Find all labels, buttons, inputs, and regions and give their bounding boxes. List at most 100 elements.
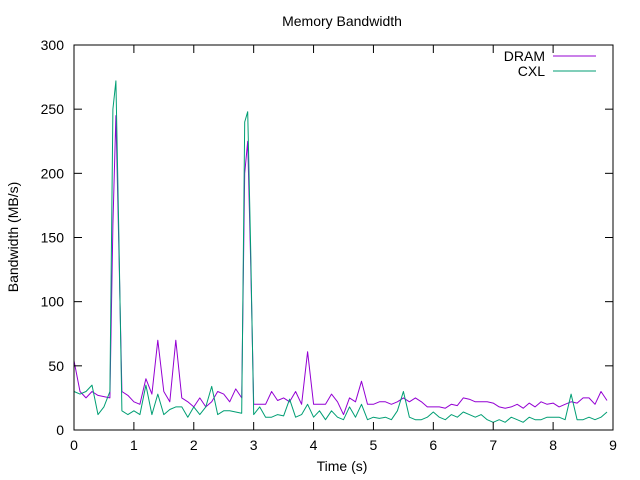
data-point-dram bbox=[397, 401, 398, 402]
data-point-cxl bbox=[379, 418, 380, 419]
data-point-dram bbox=[355, 401, 356, 402]
data-point-dram bbox=[595, 404, 596, 405]
data-point-dram bbox=[607, 400, 608, 401]
data-point-cxl bbox=[199, 414, 200, 415]
data-point-dram bbox=[547, 404, 548, 405]
data-point-cxl bbox=[301, 414, 302, 415]
data-point-cxl bbox=[247, 111, 248, 112]
data-point-dram bbox=[169, 401, 170, 402]
data-point-cxl bbox=[271, 417, 272, 418]
data-point-cxl bbox=[445, 419, 446, 420]
data-point-dram bbox=[559, 406, 560, 407]
x-tick-label: 8 bbox=[549, 437, 557, 453]
data-point-dram bbox=[337, 401, 338, 402]
data-point-cxl bbox=[571, 394, 572, 395]
data-point-cxl bbox=[331, 410, 332, 411]
data-point-cxl bbox=[499, 419, 500, 420]
data-point-dram bbox=[313, 404, 314, 405]
data-point-cxl bbox=[601, 417, 602, 418]
data-point-cxl bbox=[409, 417, 410, 418]
data-point-cxl bbox=[367, 419, 368, 420]
data-point-dram bbox=[127, 395, 128, 396]
data-point-dram bbox=[535, 406, 536, 407]
data-point-dram bbox=[571, 401, 572, 402]
data-point-cxl bbox=[421, 419, 422, 420]
x-tick-label: 1 bbox=[130, 437, 138, 453]
data-point-dram bbox=[379, 401, 380, 402]
x-tick-label: 2 bbox=[190, 437, 198, 453]
data-point-dram bbox=[163, 391, 164, 392]
data-point-cxl bbox=[92, 385, 93, 386]
data-point-dram bbox=[211, 401, 212, 402]
data-point-dram bbox=[92, 391, 93, 392]
y-tick-label: 200 bbox=[41, 165, 65, 181]
data-point-cxl bbox=[361, 404, 362, 405]
data-point-cxl bbox=[397, 410, 398, 411]
y-axis-label: Bandwidth (MB/s) bbox=[5, 182, 21, 292]
data-point-cxl bbox=[349, 406, 350, 407]
data-point-cxl bbox=[565, 419, 566, 420]
legend-label-dram: DRAM bbox=[504, 48, 545, 64]
data-point-cxl bbox=[487, 419, 488, 420]
data-point-cxl bbox=[211, 386, 212, 387]
data-point-cxl bbox=[289, 399, 290, 400]
x-tick-label: 9 bbox=[609, 437, 617, 453]
data-point-cxl bbox=[127, 414, 128, 415]
data-point-dram bbox=[86, 397, 87, 398]
data-point-dram bbox=[601, 391, 602, 392]
data-point-dram bbox=[349, 397, 350, 398]
data-point-cxl bbox=[181, 406, 182, 407]
data-point-cxl bbox=[157, 394, 158, 395]
data-point-cxl bbox=[589, 417, 590, 418]
data-point-cxl bbox=[517, 419, 518, 420]
y-tick-label: 100 bbox=[41, 294, 65, 310]
data-point-cxl bbox=[241, 413, 242, 414]
data-point-cxl bbox=[355, 417, 356, 418]
data-point-dram bbox=[80, 391, 81, 392]
data-point-dram bbox=[481, 401, 482, 402]
series-layer bbox=[73, 80, 608, 423]
data-point-dram bbox=[361, 381, 362, 382]
data-point-cxl bbox=[295, 417, 296, 418]
x-tick-label: 4 bbox=[310, 437, 318, 453]
data-point-cxl bbox=[385, 417, 386, 418]
data-point-cxl bbox=[151, 414, 152, 415]
x-axis-label: Time (s) bbox=[317, 458, 368, 474]
data-point-dram bbox=[109, 397, 110, 398]
data-point-cxl bbox=[511, 417, 512, 418]
data-point-dram bbox=[589, 397, 590, 398]
data-point-cxl bbox=[505, 422, 506, 423]
data-point-dram bbox=[583, 397, 584, 398]
data-point-cxl bbox=[223, 410, 224, 411]
data-point-dram bbox=[391, 404, 392, 405]
data-point-cxl bbox=[250, 250, 251, 251]
data-point-dram bbox=[403, 397, 404, 398]
data-point-dram bbox=[367, 404, 368, 405]
data-point-dram bbox=[325, 404, 326, 405]
data-point-cxl bbox=[86, 391, 87, 392]
data-point-cxl bbox=[205, 406, 206, 407]
data-point-cxl bbox=[98, 414, 99, 415]
data-point-dram bbox=[98, 395, 99, 396]
data-point-cxl bbox=[373, 417, 374, 418]
data-point-cxl bbox=[175, 406, 176, 407]
data-point-dram bbox=[295, 391, 296, 392]
data-point-cxl bbox=[118, 237, 119, 238]
data-point-cxl bbox=[559, 417, 560, 418]
data-point-dram bbox=[271, 391, 272, 392]
data-point-cxl bbox=[343, 419, 344, 420]
data-point-cxl bbox=[265, 417, 266, 418]
x-tick-label: 3 bbox=[250, 437, 258, 453]
y-tick-label: 50 bbox=[48, 358, 64, 374]
data-point-cxl bbox=[115, 80, 116, 81]
data-point-cxl bbox=[481, 414, 482, 415]
data-point-dram bbox=[415, 397, 416, 398]
data-point-cxl bbox=[217, 414, 218, 415]
y-tick-label: 0 bbox=[56, 422, 64, 438]
data-point-dram bbox=[199, 397, 200, 398]
data-point-dram bbox=[139, 404, 140, 405]
data-point-cxl bbox=[523, 422, 524, 423]
data-point-cxl bbox=[235, 412, 236, 413]
